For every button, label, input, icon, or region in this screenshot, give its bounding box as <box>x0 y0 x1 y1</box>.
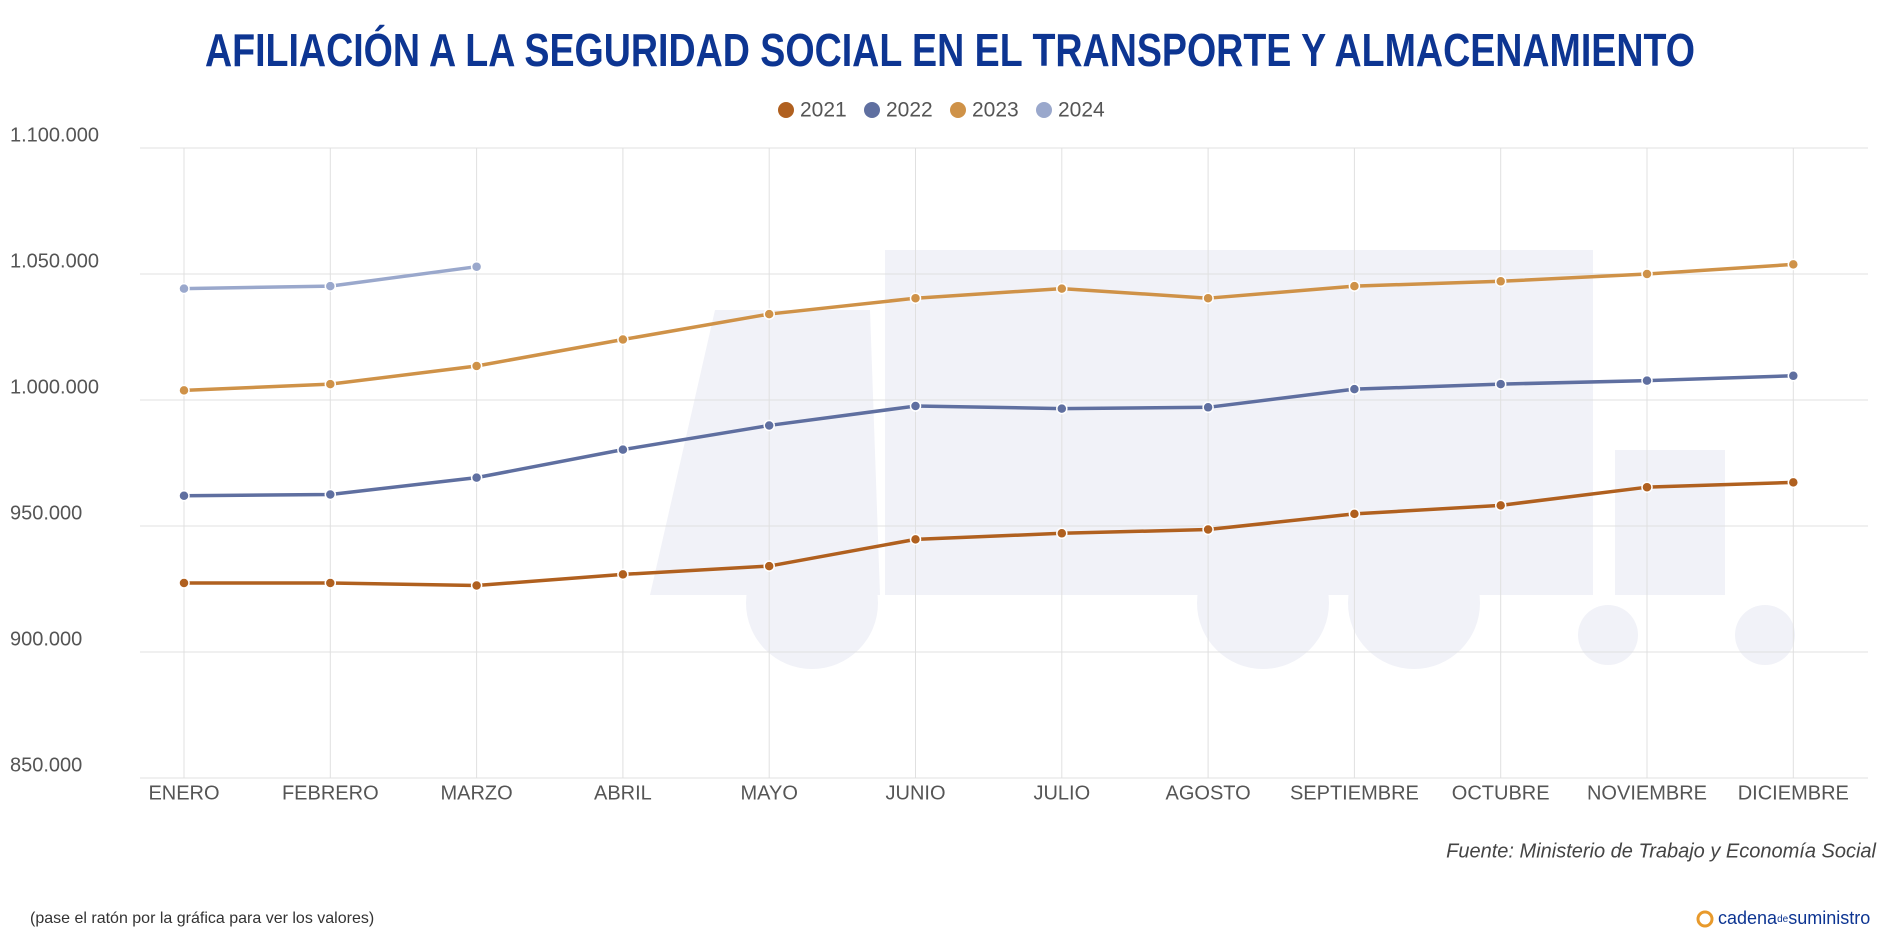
data-point <box>1641 268 1653 280</box>
x-tick-label: MARZO <box>440 782 512 804</box>
series-line <box>183 374 1794 498</box>
data-point <box>909 292 922 304</box>
data-point <box>1641 481 1653 493</box>
data-point <box>1056 527 1068 540</box>
data-point <box>1787 370 1800 382</box>
x-tick-label: FEBRERO <box>282 782 379 804</box>
x-tick-label: NOVIEMBRE <box>1587 782 1707 804</box>
series-line <box>184 480 1794 588</box>
y-tick-label: 1.000.000 <box>10 376 99 398</box>
data-point <box>324 577 337 589</box>
data-point <box>178 490 190 502</box>
note: (pase el ratón por la gráfica para ver l… <box>30 910 374 927</box>
legend-marker <box>950 102 966 118</box>
brand-icon <box>1696 910 1714 928</box>
y-tick-label: 900.000 <box>10 628 82 650</box>
data-point <box>324 280 337 292</box>
data-point <box>763 560 775 572</box>
data-point <box>1494 499 1507 512</box>
data-point <box>1202 523 1214 536</box>
source: Fuente: Ministerio de Trabajo y Economía… <box>1446 840 1876 862</box>
brand-part: suministro <box>1788 908 1870 928</box>
y-tick-label: 950.000 <box>10 502 82 524</box>
legend-label: 2024 <box>1058 99 1105 122</box>
data-point <box>1787 476 1800 489</box>
legend-label: 2022 <box>886 99 933 122</box>
data-point <box>1056 282 1068 295</box>
data-point <box>470 471 483 484</box>
data-point <box>1056 402 1068 415</box>
data-point <box>1641 374 1653 387</box>
data-point <box>178 577 190 589</box>
series-line <box>183 262 1794 393</box>
data-point <box>470 360 483 372</box>
x-tick-label: MAYO <box>740 782 797 804</box>
data-point <box>178 282 190 295</box>
data-point <box>178 384 190 397</box>
data-point <box>1787 258 1800 271</box>
legend-marker <box>864 102 880 118</box>
legend: 2021 2022 2023 2024 <box>778 99 1105 122</box>
x-tick-label: DICIEMBRE <box>1738 782 1849 804</box>
brand-text: cadenadesuministro <box>1718 908 1870 928</box>
data-point <box>470 260 483 273</box>
legend-label: 2021 <box>800 99 847 122</box>
chart-title: AFILIACIÓN A LA SEGURIDAD SOCIAL EN EL T… <box>205 24 1695 76</box>
y-tick-label: 850.000 <box>10 754 82 776</box>
data-point <box>1348 280 1361 292</box>
data-point <box>1202 292 1214 304</box>
legend-marker <box>778 102 794 118</box>
data-point <box>763 419 775 432</box>
x-tick-label: SEPTIEMBRE <box>1290 782 1419 804</box>
data-point <box>470 579 483 592</box>
legend-marker <box>1036 102 1052 118</box>
brand-part: cadena <box>1718 908 1778 928</box>
data-point <box>1494 378 1507 390</box>
y-tick-label: 1.100.000 <box>10 124 99 146</box>
background-truck <box>650 250 1795 669</box>
data-point <box>1202 401 1214 414</box>
x-tick-label: AGOSTO <box>1165 782 1250 804</box>
data-point <box>909 400 922 412</box>
data-point <box>909 533 922 546</box>
x-tick-label: ABRIL <box>594 782 652 804</box>
data-point <box>1348 383 1361 395</box>
data-point <box>324 378 337 390</box>
brand: cadenadesuministro <box>1696 908 1870 928</box>
data-point <box>617 568 629 581</box>
data-point <box>617 333 629 346</box>
legend-label: 2023 <box>972 99 1019 122</box>
y-tick-label: 1.050.000 <box>10 250 99 272</box>
x-tick-label: OCTUBRE <box>1452 782 1550 804</box>
data-point <box>1494 275 1507 288</box>
data-point <box>617 443 629 456</box>
brand-part: de <box>1777 914 1789 925</box>
data-point <box>324 488 337 501</box>
data-point <box>1348 508 1361 520</box>
x-tick-label: ENERO <box>148 782 219 804</box>
x-tick-label: JULIO <box>1033 782 1090 804</box>
data-point <box>763 308 775 320</box>
x-tick-label: JUNIO <box>886 782 946 804</box>
